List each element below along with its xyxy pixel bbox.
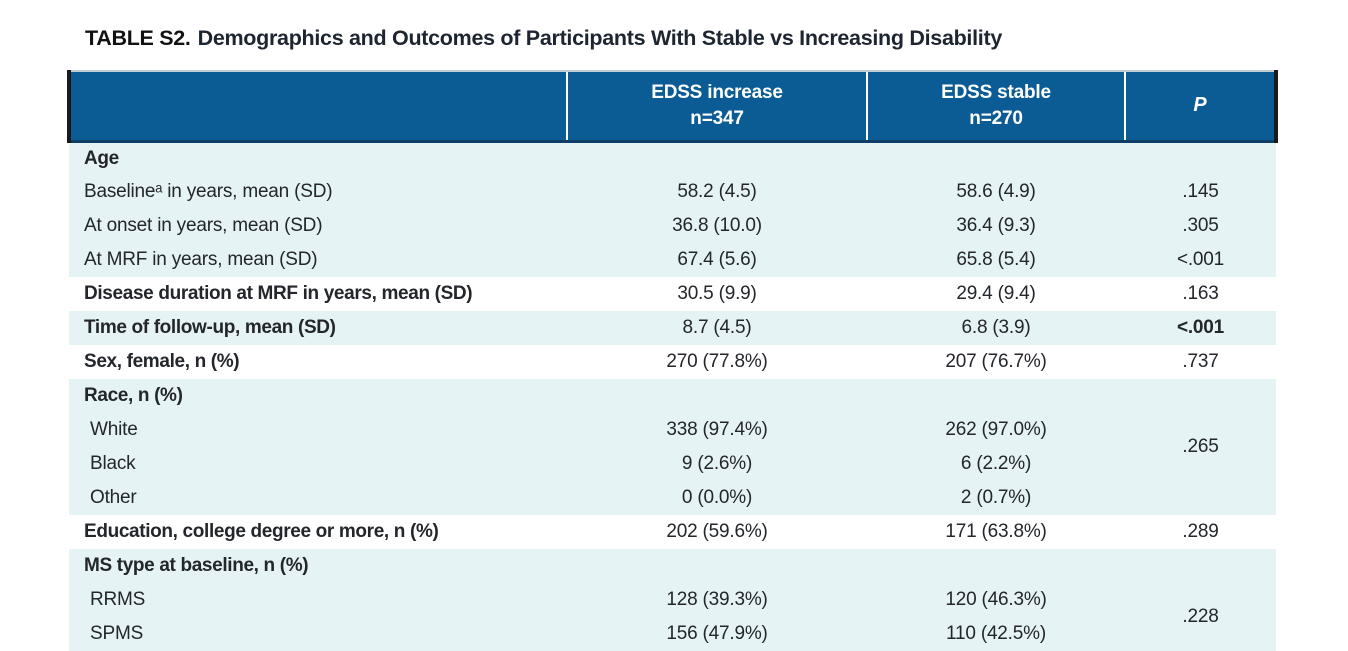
row-label: Black	[69, 447, 567, 481]
cell-edss-increase	[567, 141, 867, 175]
cell-edss-increase: 0 (0.0%)	[567, 481, 867, 515]
table-row: Age	[69, 141, 1276, 175]
cell-edss-increase: 338 (97.4%)	[567, 413, 867, 447]
cell-edss-stable: 262 (97.0%)	[867, 413, 1125, 447]
table-row: MS type at baseline, n (%)	[69, 549, 1276, 583]
demographics-table: EDSS increase n=347 EDSS stable n=270 P …	[67, 70, 1278, 651]
table-title: TABLE S2. Demographics and Outcomes of Pa…	[85, 24, 1002, 52]
cell-edss-increase: 9 (2.6%)	[567, 447, 867, 481]
cell-edss-increase: 270 (77.8%)	[666, 351, 768, 372]
table-body: Age Baselineᵃ in years, mean (SD) 58.2 (4.…	[69, 141, 1276, 651]
cell-edss-stable: 58.6 (4.9)	[867, 175, 1125, 209]
header-edss-stable: EDSS stable n=270	[866, 70, 1125, 143]
table-row: Time of follow-up, mean (SD) 8.7 (4.5) 6.8…	[69, 311, 1276, 345]
cell-edss-stable: 110 (42.5%)	[867, 617, 1125, 651]
cell-edss-stable: 171 (63.8%)	[945, 521, 1047, 542]
header-empty-cell	[67, 70, 567, 143]
header-p-value: P	[1124, 70, 1278, 143]
row-label: Time of follow-up, mean (SD)	[69, 311, 567, 345]
cell-p-value	[1125, 379, 1276, 413]
cell-p-value: .265	[1125, 413, 1276, 481]
cell-p-value	[1125, 141, 1276, 175]
cell-edss-stable: 207 (76.7%)	[945, 351, 1047, 372]
data-table: EDSS increase n=347 EDSS stable n=270 P …	[67, 70, 1278, 651]
row-label: Race, n (%)	[69, 379, 567, 413]
cell-edss-stable	[867, 379, 1125, 413]
table-row: White 338 (97.4%) 262 (97.0%) .265	[69, 413, 1276, 481]
row-label: Baselineᵃ in years, mean (SD)	[69, 175, 567, 209]
cell-p-value: .737	[1182, 351, 1219, 372]
row-label: Other	[69, 481, 567, 515]
row-label: SPMS	[69, 617, 567, 651]
cell-edss-increase: 58.2 (4.5)	[567, 175, 867, 209]
row-label: Disease duration at MRF in years, mean (…	[84, 283, 473, 304]
table-row: At onset in years, mean (SD) 36.8 (10.0) 3…	[69, 209, 1276, 243]
cell-p-value: .228	[1125, 583, 1276, 651]
table-row: Disease duration at MRF in years, mean (…	[69, 277, 1276, 311]
cell-p-value: .145	[1125, 175, 1276, 209]
cell-edss-stable	[867, 141, 1125, 175]
cell-edss-stable: 65.8 (5.4)	[867, 243, 1125, 277]
cell-edss-increase: 36.8 (10.0)	[567, 209, 867, 243]
row-label: At onset in years, mean (SD)	[69, 209, 567, 243]
cell-p-value: <.001	[1125, 311, 1276, 345]
table-row: RRMS 128 (39.3%) 120 (46.3%) .228	[69, 583, 1276, 651]
cell-edss-increase: 8.7 (4.5)	[567, 311, 867, 345]
row-label: Sex, female, n (%)	[84, 351, 240, 372]
cell-p-value	[1125, 481, 1276, 515]
header-edss-increase-n: n=347	[690, 107, 744, 129]
table-row: Race, n (%)	[69, 379, 1276, 413]
header-edss-stable-label: EDSS stable	[941, 81, 1051, 103]
cell-edss-stable: 36.4 (9.3)	[867, 209, 1125, 243]
cell-edss-increase	[567, 379, 867, 413]
header-edss-stable-n: n=270	[969, 107, 1023, 129]
row-label: Education, college degree or more, n (%)	[84, 521, 439, 542]
cell-edss-increase: 202 (59.6%)	[666, 521, 768, 542]
row-label: White	[69, 413, 567, 447]
cell-edss-stable: 6.8 (3.9)	[867, 311, 1125, 345]
table-row: Sex, female, n (%) 270 (77.8%) 207 (76.7%)…	[69, 345, 1276, 379]
header-edss-increase-label: EDSS increase	[651, 81, 783, 103]
cell-edss-stable	[867, 549, 1125, 583]
cell-edss-stable: 6 (2.2%)	[867, 447, 1125, 481]
row-label: Age	[69, 141, 567, 175]
table-row: SPMS 156 (47.9%) 110 (42.5%)	[69, 617, 1276, 651]
cell-p-value: .305	[1125, 209, 1276, 243]
table-row: At MRF in years, mean (SD) 67.4 (5.6) 65.8…	[69, 243, 1276, 277]
table-header: EDSS increase n=347 EDSS stable n=270 P	[67, 70, 1278, 143]
cell-edss-stable: 120 (46.3%)	[867, 583, 1125, 617]
table-row: Other 0 (0.0%) 2 (0.7%)	[69, 481, 1276, 515]
cell-p-value: .163	[1182, 283, 1219, 304]
header-edss-increase: EDSS increase n=347	[566, 70, 867, 143]
cell-edss-increase: 156 (47.9%)	[567, 617, 867, 651]
table-title-text: Demographics and Outcomes of Participant…	[197, 26, 1003, 50]
cell-edss-stable: 29.4 (9.4)	[956, 283, 1036, 304]
cell-edss-stable: 2 (0.7%)	[867, 481, 1125, 515]
cell-edss-increase: 128 (39.3%)	[567, 583, 867, 617]
row-label: At MRF in years, mean (SD)	[69, 243, 567, 277]
table-title-label: TABLE S2.	[85, 26, 191, 50]
cell-edss-increase: 67.4 (5.6)	[567, 243, 867, 277]
cell-p-value: <.001	[1125, 243, 1276, 277]
table-row: Black 9 (2.6%) 6 (2.2%)	[69, 447, 1276, 481]
cell-p-value: .289	[1182, 521, 1219, 542]
row-label: MS type at baseline, n (%)	[69, 549, 567, 583]
cell-p-value	[1125, 549, 1276, 583]
table-row: Baselineᵃ in years, mean (SD) 58.2 (4.5) 5…	[69, 175, 1276, 209]
cell-edss-increase	[567, 549, 867, 583]
cell-edss-increase: 30.5 (9.9)	[677, 283, 757, 304]
table-row: Education, college degree or more, n (%)…	[69, 515, 1276, 549]
row-label: RRMS	[69, 583, 567, 617]
